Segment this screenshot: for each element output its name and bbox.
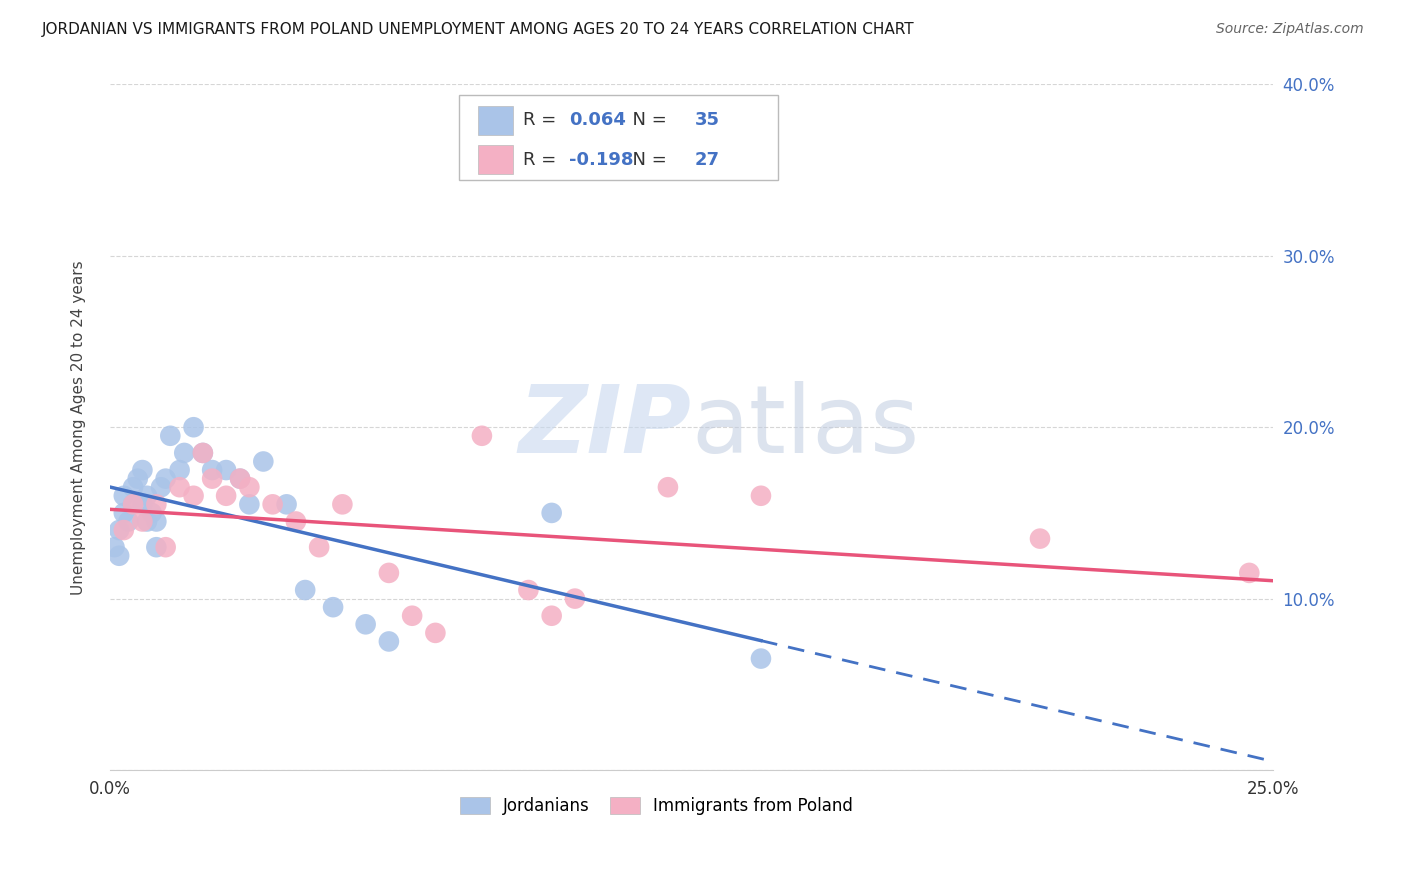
FancyBboxPatch shape (478, 106, 513, 135)
Text: Source: ZipAtlas.com: Source: ZipAtlas.com (1216, 22, 1364, 37)
Point (112, 506, 135, 520)
Text: R =: R = (523, 112, 561, 129)
Point (136, 489, 159, 503)
Point (215, 463, 238, 477)
Point (141, 506, 163, 520)
Point (183, 420, 205, 434)
Text: JORDANIAN VS IMMIGRANTS FROM POLAND UNEMPLOYMENT AMONG AGES 20 TO 24 YEARS CORRE: JORDANIAN VS IMMIGRANTS FROM POLAND UNEM… (42, 22, 915, 37)
Point (540, 506, 562, 520)
Point (284, 515, 307, 529)
Text: atlas: atlas (692, 381, 920, 474)
Point (122, 497, 145, 511)
Text: N =: N = (621, 112, 673, 129)
Point (155, 472, 177, 486)
Text: ZIP: ZIP (519, 381, 692, 474)
Text: -0.198: -0.198 (569, 151, 634, 169)
Point (103, 540, 125, 554)
Point (169, 480, 191, 494)
Point (215, 489, 238, 503)
Point (1029, 532, 1052, 546)
Point (131, 463, 153, 477)
Point (201, 463, 224, 477)
Point (540, 608, 562, 623)
Point (169, 463, 191, 477)
Point (401, 608, 423, 623)
Point (145, 540, 167, 554)
Legend: Jordanians, Immigrants from Poland: Jordanians, Immigrants from Poland (451, 789, 862, 823)
Point (749, 489, 772, 503)
Point (657, 480, 679, 494)
Point (191, 446, 214, 460)
Point (749, 651, 772, 665)
Point (252, 454, 274, 468)
Point (183, 489, 205, 503)
Point (354, 617, 377, 632)
Y-axis label: Unemployment Among Ages 20 to 24 years: Unemployment Among Ages 20 to 24 years (72, 260, 86, 595)
Point (238, 497, 260, 511)
Point (308, 540, 330, 554)
Point (122, 480, 145, 494)
Point (378, 634, 401, 648)
Text: 27: 27 (695, 151, 720, 169)
Point (155, 540, 177, 554)
FancyBboxPatch shape (458, 95, 779, 180)
Point (378, 566, 401, 580)
Point (262, 497, 284, 511)
Point (201, 472, 224, 486)
Text: R =: R = (523, 151, 561, 169)
Point (145, 497, 167, 511)
Point (112, 489, 135, 503)
Point (127, 472, 149, 486)
Point (173, 446, 195, 460)
Point (131, 497, 153, 511)
Point (229, 472, 252, 486)
Point (294, 582, 316, 597)
Point (108, 523, 131, 537)
Point (1239, 566, 1261, 580)
Point (117, 515, 139, 529)
Point (136, 515, 159, 529)
Point (471, 429, 494, 443)
Point (564, 591, 586, 606)
Point (276, 497, 298, 511)
Point (517, 582, 540, 597)
Point (191, 446, 214, 460)
Point (229, 472, 252, 486)
Point (322, 600, 344, 615)
Point (108, 549, 131, 563)
Point (238, 480, 260, 494)
Point (145, 515, 167, 529)
Text: 0.064: 0.064 (569, 112, 626, 129)
Point (159, 429, 181, 443)
Point (332, 497, 354, 511)
Point (150, 480, 173, 494)
Point (122, 497, 145, 511)
Point (131, 515, 153, 529)
Point (425, 626, 447, 640)
FancyBboxPatch shape (478, 145, 513, 174)
Text: N =: N = (621, 151, 673, 169)
Point (112, 523, 135, 537)
Text: 35: 35 (695, 112, 720, 129)
